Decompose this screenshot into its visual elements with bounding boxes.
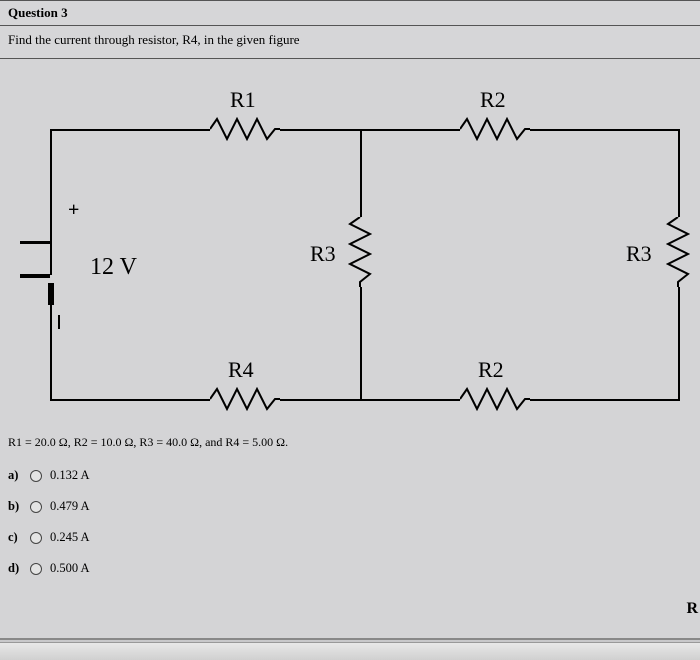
wire bbox=[678, 129, 680, 217]
option-d[interactable]: d) 0.500 A bbox=[8, 553, 692, 584]
wire bbox=[360, 399, 460, 401]
question-header: Question 3 Find the current through resi… bbox=[0, 0, 700, 59]
wire bbox=[280, 399, 362, 401]
radio-icon[interactable] bbox=[30, 501, 42, 513]
option-letter: c) bbox=[8, 530, 22, 545]
wire bbox=[50, 129, 52, 229]
label-r3-mid: R3 bbox=[310, 241, 336, 267]
radio-icon[interactable] bbox=[30, 470, 42, 482]
battery-plate-long bbox=[50, 229, 52, 275]
option-text: 0.500 A bbox=[50, 561, 90, 576]
question-prompt: Find the current through resistor, R4, i… bbox=[0, 26, 700, 58]
option-letter: a) bbox=[8, 468, 22, 483]
label-r3-right: R3 bbox=[626, 241, 652, 267]
wire bbox=[360, 129, 460, 131]
wire bbox=[50, 305, 52, 399]
battery-dash-top bbox=[20, 241, 50, 244]
edge-cutoff-label: R bbox=[684, 600, 700, 618]
wire bbox=[58, 315, 60, 329]
option-c[interactable]: c) 0.245 A bbox=[8, 522, 692, 553]
answer-options: a) 0.132 A b) 0.479 A c) 0.245 A d) 0.50… bbox=[0, 460, 700, 584]
battery-dash-bottom bbox=[20, 274, 50, 278]
battery-plate-short bbox=[48, 283, 54, 305]
resistor-r2-top bbox=[460, 117, 530, 141]
question-number: Question 3 bbox=[0, 1, 700, 26]
wire bbox=[530, 129, 680, 131]
question-page: Question 3 Find the current through resi… bbox=[0, 0, 700, 640]
resistor-r4 bbox=[210, 387, 280, 411]
resistor-r2-bottom bbox=[460, 387, 530, 411]
option-text: 0.245 A bbox=[50, 530, 90, 545]
wire bbox=[50, 399, 210, 401]
voltage-label: 12 V bbox=[90, 254, 137, 281]
battery-plus: + bbox=[68, 199, 79, 222]
wire bbox=[280, 129, 360, 131]
resistor-r3-mid bbox=[348, 217, 372, 287]
given-values: R1 = 20.0 Ω, R2 = 10.0 Ω, R3 = 40.0 Ω, a… bbox=[0, 429, 700, 460]
radio-icon[interactable] bbox=[30, 532, 42, 544]
option-a[interactable]: a) 0.132 A bbox=[8, 460, 692, 491]
option-letter: d) bbox=[8, 561, 22, 576]
wire bbox=[50, 129, 210, 131]
label-r2-top: R2 bbox=[480, 87, 506, 113]
option-b[interactable]: b) 0.479 A bbox=[8, 491, 692, 522]
label-r1: R1 bbox=[230, 87, 256, 113]
circuit-diagram: R1 R2 + 12 V R3 bbox=[0, 59, 700, 429]
label-r4: R4 bbox=[228, 357, 254, 383]
option-letter: b) bbox=[8, 499, 22, 514]
option-text: 0.132 A bbox=[50, 468, 90, 483]
resistor-r3-right bbox=[666, 217, 690, 287]
wire bbox=[530, 399, 680, 401]
wire bbox=[360, 287, 362, 399]
option-text: 0.479 A bbox=[50, 499, 90, 514]
resistor-r1 bbox=[210, 117, 280, 141]
wire bbox=[360, 129, 362, 217]
horizontal-scrollbar[interactable] bbox=[0, 642, 700, 660]
wire bbox=[678, 287, 680, 399]
radio-icon[interactable] bbox=[30, 563, 42, 575]
label-r2-bottom: R2 bbox=[478, 357, 504, 383]
